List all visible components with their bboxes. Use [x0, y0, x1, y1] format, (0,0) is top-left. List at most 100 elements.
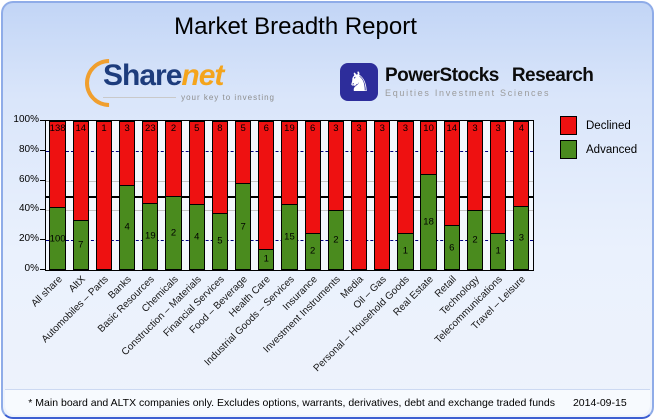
y-tick-mark — [40, 149, 45, 151]
stacked-bar-5: 23 19 — [142, 121, 159, 270]
advanced-segment: 7 — [72, 220, 89, 270]
y-tick-label: 0% — [24, 263, 39, 274]
declined-value-label: 6 — [263, 123, 269, 134]
declined-segment: 2 — [165, 121, 182, 196]
footnote-bar: * Main board and ALTX companies only. Ex… — [5, 389, 650, 415]
y-tick-label: 20% — [18, 233, 39, 245]
advanced-value-label: 7 — [240, 221, 246, 233]
sharenet-tagline: your key to investing — [181, 93, 275, 102]
sharenet-word-share: Share — [103, 59, 182, 92]
y-tick-mark — [40, 179, 45, 181]
advanced-value-label: 2 — [170, 227, 177, 239]
stacked-bar-2: 14 7 — [72, 121, 89, 270]
powerstocks-name: PowerStocks Research — [385, 65, 594, 87]
declined-value-label: 3 — [472, 123, 478, 134]
declined-value-label: 5 — [194, 123, 200, 134]
bar-slot: 3 — [371, 121, 394, 270]
bar-slot: 19 15 — [278, 121, 301, 270]
declined-segment: 3 — [119, 121, 136, 185]
declined-value-label: 138 — [49, 123, 66, 134]
declined-segment: 6 — [304, 121, 321, 233]
declined-value-label: 3 — [124, 123, 130, 134]
sharenet-word-net: net — [181, 59, 224, 92]
y-tick-label: 100% — [13, 114, 39, 125]
declined-segment: 5 — [188, 121, 205, 204]
declined-segment: 138 — [49, 121, 66, 208]
advanced-value-label: 2 — [333, 234, 339, 246]
advanced-value-label: 3 — [518, 232, 524, 244]
bar-slot: 3 — [347, 121, 370, 270]
advanced-value-label: 2 — [310, 245, 316, 257]
bar-slot: 138 100 — [46, 121, 69, 270]
advanced-segment: 7 — [234, 183, 252, 270]
advanced-segment: 5 — [211, 212, 229, 270]
advanced-segment: 19 — [142, 202, 159, 270]
advanced-value-label: 1 — [263, 253, 269, 265]
bar-slot: 10 18 — [417, 121, 440, 270]
declined-segment: 4 — [513, 121, 530, 207]
declined-segment: 14 — [72, 121, 89, 221]
advanced-segment: 2 — [466, 210, 484, 270]
advanced-value-label: 100 — [49, 233, 66, 245]
footnote-text: * Main board and ALTX companies only. Ex… — [28, 396, 555, 409]
powerstocks-subtitle: Equities Investment Sciences — [385, 88, 551, 98]
report-date: 2014-09-15 — [572, 396, 627, 409]
advanced-value-label: 15 — [284, 231, 295, 243]
advanced-value-label: 2 — [472, 234, 478, 246]
declined-segment: 23 — [142, 121, 159, 203]
declined-segment: 8 — [211, 121, 229, 213]
declined-value-label: 14 — [75, 123, 87, 134]
declined-value-label: 2 — [170, 123, 177, 134]
stacked-bar-15: 3 — [374, 121, 391, 270]
declined-value-label: 3 — [333, 123, 339, 134]
declined-value-label: 5 — [240, 123, 246, 134]
advanced-value-label: 1 — [402, 245, 409, 257]
advanced-value-label: 4 — [124, 221, 130, 233]
declined-value-label: 19 — [284, 123, 295, 134]
declined-value-label: 23 — [145, 123, 156, 134]
x-axis-labels: All share AltX Automobiles – Parts Banks Bas… — [29, 274, 532, 394]
legend-label-declined: Declined — [586, 119, 631, 132]
stacked-bar-18: 14 6 — [443, 121, 460, 270]
declined-segment: 3 — [490, 121, 507, 233]
declined-value-label: 3 — [495, 123, 501, 134]
bar-slot: 23 19 — [139, 121, 162, 270]
advanced-segment: 100 — [49, 207, 66, 270]
y-tick-mark — [40, 120, 45, 121]
advanced-segment: 18 — [420, 174, 437, 270]
legend-entry-declined: Declined — [560, 116, 637, 135]
declined-segment: 3 — [374, 121, 391, 270]
advanced-value-label: 6 — [449, 242, 455, 254]
declined-value-label: 6 — [310, 123, 316, 134]
stacked-bar-17: 10 18 — [420, 121, 437, 270]
sharenet-wordmark: Sharenet — [103, 59, 224, 93]
advanced-segment: 4 — [119, 184, 136, 270]
advanced-value-label: 1 — [495, 245, 501, 257]
advanced-value-label: 7 — [78, 239, 84, 251]
declined-segment: 3 — [350, 121, 368, 270]
legend: Declined Advanced — [560, 116, 637, 164]
declined-segment: 3 — [397, 121, 414, 233]
declined-segment: 19 — [281, 121, 298, 205]
advanced-segment: 15 — [281, 204, 298, 270]
advanced-segment: 6 — [443, 225, 460, 270]
advanced-segment: 1 — [397, 232, 414, 270]
advanced-segment: 2 — [327, 210, 344, 270]
